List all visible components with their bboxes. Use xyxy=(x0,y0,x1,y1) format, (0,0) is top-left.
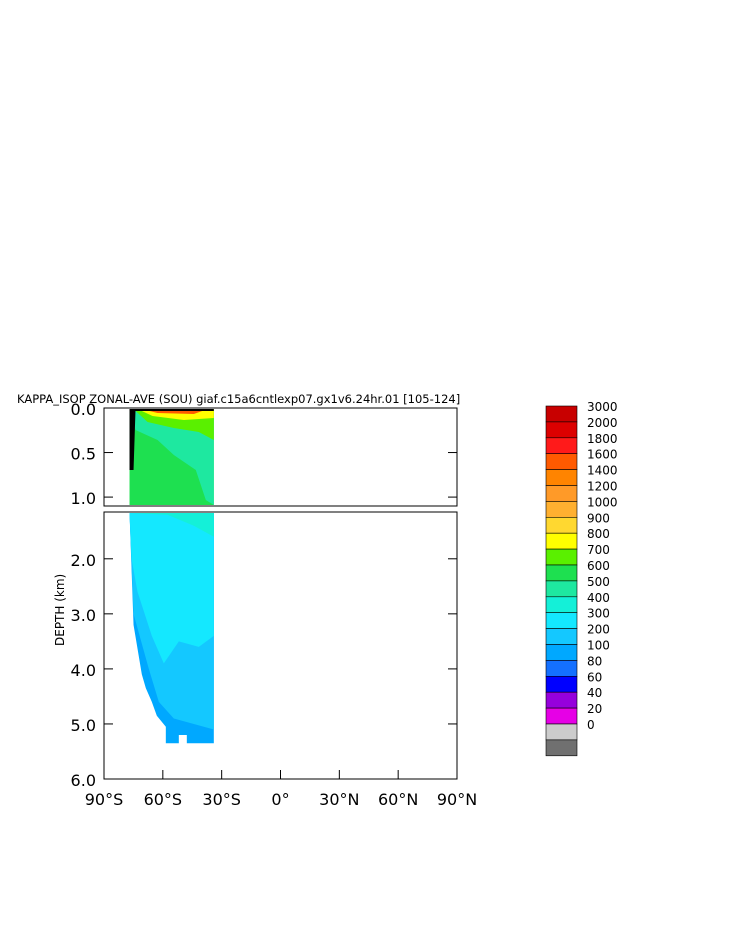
colorbar-label: 40 xyxy=(587,686,602,700)
y-tick-label: 5.0 xyxy=(71,716,96,735)
colorbar-swatch xyxy=(545,564,578,582)
y-tick-label: 6.0 xyxy=(71,771,96,790)
upper-field-edge xyxy=(129,409,136,470)
colorbar-swatch xyxy=(545,421,578,439)
colorbar-label: 1600 xyxy=(587,448,618,462)
colorbar-swatch xyxy=(545,739,578,757)
colorbar-label: 1400 xyxy=(587,464,618,478)
colorbar-swatch xyxy=(545,707,578,725)
upper-field-600 xyxy=(129,409,214,505)
colorbar-swatch xyxy=(545,660,578,677)
chart-title: KAPPA_ISOP ZONAL-AVE (SOU) giaf.c15a6cnt… xyxy=(17,392,460,406)
upper-field-surface xyxy=(129,409,214,411)
x-tick-label: 90°S xyxy=(85,790,124,809)
y-tick-label: 4.0 xyxy=(71,661,96,680)
colorbar-swatch xyxy=(545,485,578,502)
y-axis-label: DEPTH (km) xyxy=(53,574,67,646)
colorbar-swatch xyxy=(545,691,578,709)
colorbar-label: 1200 xyxy=(587,480,618,494)
y-tick-label: 2.0 xyxy=(71,551,96,570)
colorbar-label: 200 xyxy=(587,623,610,637)
colorbar-swatch xyxy=(545,469,578,486)
x-tick-label: 60°S xyxy=(144,790,183,809)
colorbar-label: 900 xyxy=(587,511,610,525)
upper-panel-border xyxy=(103,407,458,507)
x-tick-label: 90°N xyxy=(437,790,477,809)
colorbar-label: 300 xyxy=(587,607,610,621)
colorbar-swatch xyxy=(545,580,578,598)
colorbar-swatch xyxy=(545,437,578,454)
lower-field-500 xyxy=(129,513,214,537)
colorbar-label: 0 xyxy=(587,718,595,732)
y-tick-label: 1.0 xyxy=(71,489,96,508)
colorbar-label: 700 xyxy=(587,543,610,557)
colorbar-swatch xyxy=(545,516,578,534)
colorbar-swatch xyxy=(545,453,578,470)
colorbar-swatch xyxy=(545,596,578,613)
colorbar-swatch xyxy=(545,675,578,693)
colorbar-label: 1800 xyxy=(587,432,618,446)
colorbar-swatch xyxy=(545,612,578,629)
colorbar-label: 500 xyxy=(587,575,610,589)
x-tick-label: 0° xyxy=(271,790,289,809)
colorbar-swatch xyxy=(545,501,578,518)
colorbar: 3000200018001600140012001000900800700600… xyxy=(545,400,618,757)
colorbar-label: 400 xyxy=(587,591,610,605)
y-tick-label: 0.0 xyxy=(71,400,96,419)
colorbar-swatch xyxy=(545,644,578,661)
colorbar-swatch xyxy=(545,628,578,645)
colorbar-swatch xyxy=(545,405,578,423)
colorbar-label: 3000 xyxy=(587,400,618,414)
x-tick-label: 30°N xyxy=(319,790,359,809)
colorbar-swatch xyxy=(545,532,578,550)
colorbar-label: 600 xyxy=(587,559,610,573)
lower-field-400 xyxy=(129,513,214,664)
colorbar-label: 20 xyxy=(587,702,602,716)
colorbar-label: 60 xyxy=(587,670,602,684)
colorbar-label: 1000 xyxy=(587,495,618,509)
colorbar-label: 2000 xyxy=(587,416,618,430)
data-field xyxy=(129,409,214,744)
y-tick-label: 3.0 xyxy=(71,606,96,625)
y-axis: 0.0 0.5 1.0 2.0 3.0 4.0 5.0 6.0 xyxy=(71,400,457,790)
colorbar-swatch xyxy=(545,548,578,566)
x-tick-label: 30°S xyxy=(202,790,241,809)
colorbar-label: 80 xyxy=(587,654,602,668)
colorbar-label: 100 xyxy=(587,639,610,653)
x-axis: 90°S 60°S 30°S 0° 30°N 60°N 90°N xyxy=(85,770,477,809)
x-tick-label: 60°N xyxy=(378,790,418,809)
colorbar-label: 800 xyxy=(587,527,610,541)
y-tick-label: 0.5 xyxy=(71,445,96,464)
colorbar-swatch xyxy=(545,723,578,741)
